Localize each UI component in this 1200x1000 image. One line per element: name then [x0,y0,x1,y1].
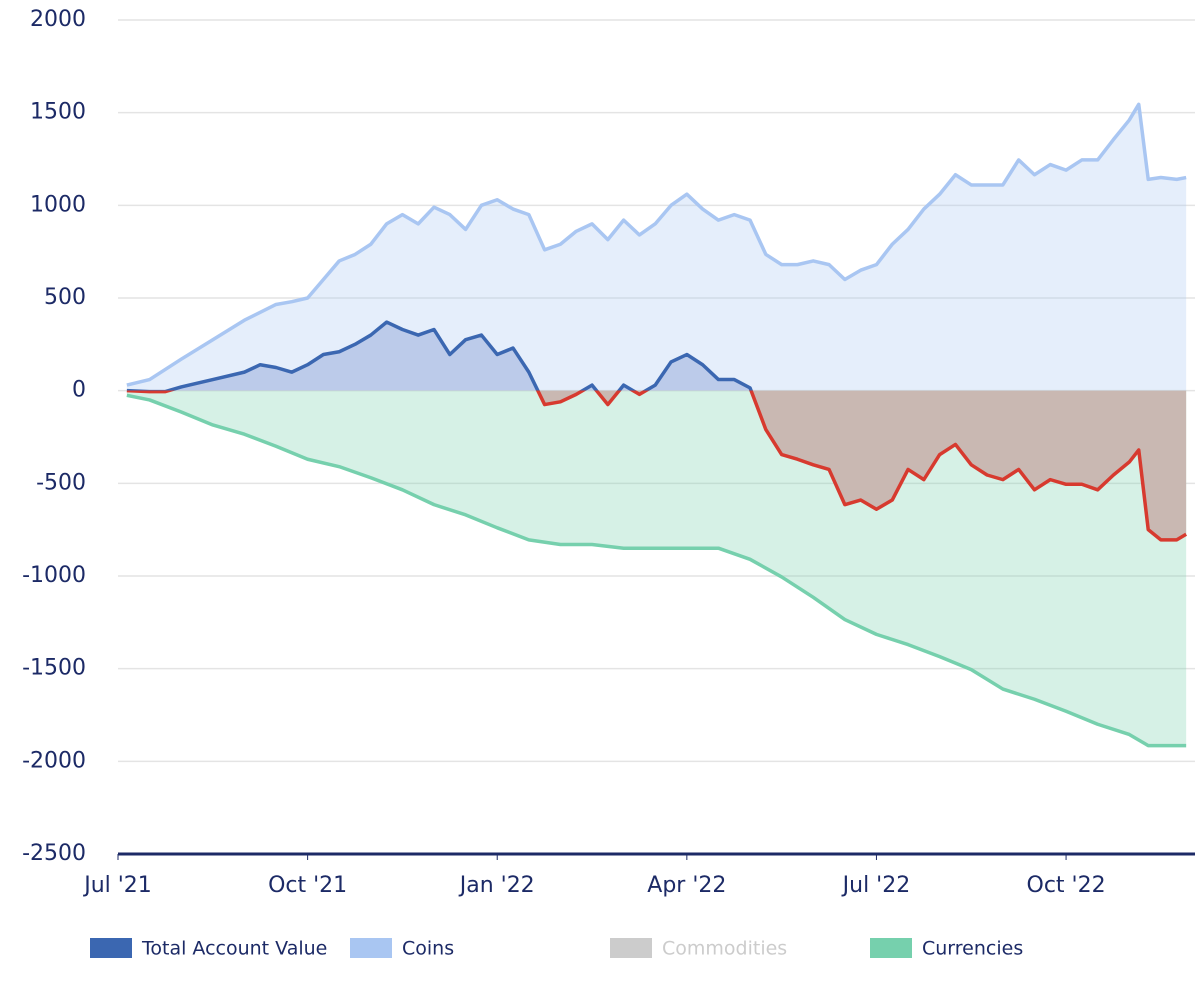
legend-swatch [90,938,132,958]
x-tick-label: Jul '22 [841,873,911,898]
y-tick-label: -2000 [22,748,86,773]
legend-swatch [870,938,912,958]
legend-label: Total Account Value [141,938,327,960]
y-tick-label: 1000 [30,192,86,217]
legend-swatch [350,938,392,958]
x-tick-label: Jul '21 [82,873,152,898]
x-tick-label: Apr '22 [647,873,726,898]
legend-swatch [610,938,652,958]
x-tick-label: Oct '21 [268,873,347,898]
y-tick-label: -2500 [22,841,86,866]
y-tick-label: -500 [36,470,86,495]
y-tick-label: 1500 [30,100,86,125]
line [126,393,1187,748]
y-tick-label: 0 [72,378,86,403]
legend-label: Commodities [662,938,787,960]
legend-label: Coins [402,938,454,960]
y-tick-label: -1000 [22,563,86,588]
line [126,102,1187,387]
y-tick-label: 500 [44,285,86,310]
line [126,320,1188,542]
area [126,322,1187,540]
y-tick-label: -1500 [22,656,86,681]
y-tick-label: 2000 [30,7,86,32]
x-tick-label: Oct '22 [1027,873,1106,898]
area [126,104,1187,391]
x-tick-label: Jan '22 [458,873,535,898]
legend-label: Currencies [922,938,1023,960]
